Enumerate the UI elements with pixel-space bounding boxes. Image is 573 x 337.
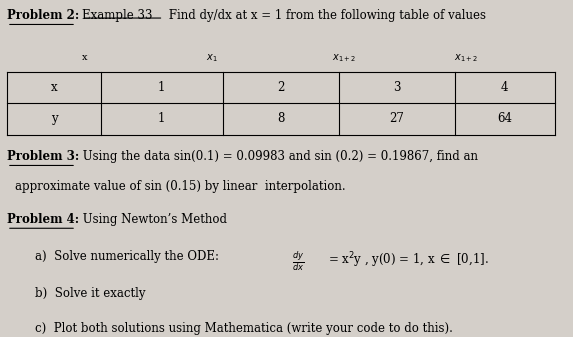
Text: $x_{1+2}$: $x_{1+2}$ [454,53,478,64]
Text: Example 33: Example 33 [81,9,152,22]
Text: 8: 8 [277,113,284,125]
Text: $x_{1}$: $x_{1}$ [206,53,217,64]
Text: $x_{1+2}$: $x_{1+2}$ [332,53,356,64]
Text: x: x [50,81,57,94]
Text: 64: 64 [497,113,512,125]
Text: 1: 1 [158,113,166,125]
Text: b)  Solve it exactly: b) Solve it exactly [34,287,145,300]
Text: Problem 4:: Problem 4: [7,213,79,226]
Text: 4: 4 [501,81,508,94]
Text: Find dy/dx at x = 1 from the following table of values: Find dy/dx at x = 1 from the following t… [164,9,485,22]
Text: $\frac{dy}{dx}$: $\frac{dy}{dx}$ [292,249,304,273]
Text: 27: 27 [390,113,405,125]
Text: = x$^2$y , y(0) = 1, x $\in$ [0,1].: = x$^2$y , y(0) = 1, x $\in$ [0,1]. [328,250,488,270]
Text: Problem 2:: Problem 2: [7,9,79,22]
Text: approximate value of sin (0.15) by linear  interpolation.: approximate value of sin (0.15) by linea… [15,180,346,192]
Text: a)  Solve numerically the ODE:: a) Solve numerically the ODE: [34,250,222,263]
Text: x: x [81,53,87,62]
Text: 3: 3 [393,81,401,94]
Text: Problem 3:: Problem 3: [7,150,79,163]
Text: c)  Plot both solutions using Mathematica (write your code to do this).: c) Plot both solutions using Mathematica… [34,322,453,335]
Text: Using the data sin(0.1) = 0.09983 and sin (0.2) = 0.19867, find an: Using the data sin(0.1) = 0.09983 and si… [79,150,478,163]
Text: 1: 1 [158,81,166,94]
Text: Using Newton’s Method: Using Newton’s Method [79,213,227,226]
Text: y: y [50,113,57,125]
Text: 2: 2 [277,81,284,94]
